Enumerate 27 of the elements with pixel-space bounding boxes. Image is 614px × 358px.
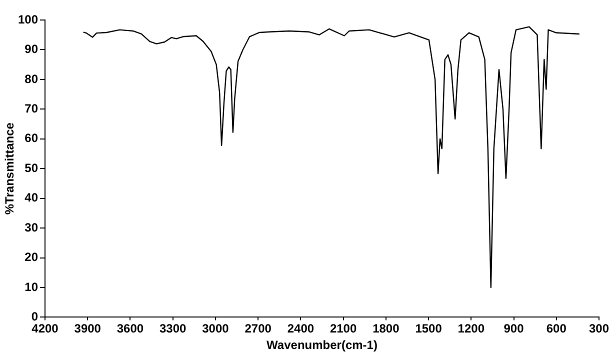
x-tick-label: 300 (588, 322, 610, 336)
x-tick-label: 2100 (330, 322, 357, 336)
x-tick-label: 3900 (74, 322, 102, 336)
y-tick-label: 20 (24, 250, 38, 264)
x-tick-label: 3300 (159, 322, 187, 336)
y-tick-label: 70 (24, 101, 38, 116)
y-tick-label: 90 (24, 42, 38, 56)
y-tick-label: 40 (24, 190, 38, 205)
y-tick-label: 60 (24, 131, 38, 146)
x-tick-label: 4200 (32, 322, 59, 336)
x-tick-label: 2700 (244, 322, 272, 336)
y-tick-label: 30 (24, 220, 38, 234)
y-tick-label: 0 (31, 310, 38, 324)
x-tick-label: 1200 (458, 322, 485, 336)
x-tick-label: 3000 (202, 322, 230, 336)
y-tick-label: 80 (24, 72, 38, 86)
y-tick-label: 100 (18, 12, 38, 26)
y-axis-title: %Transmittance (2, 122, 17, 215)
y-tick-label: 10 (24, 280, 38, 294)
x-tick-label: 2400 (287, 322, 314, 336)
x-tick-label: 1800 (372, 322, 400, 336)
y-tick-label: 50 (24, 160, 38, 175)
x-tick-label: 3600 (116, 322, 144, 336)
x-tick-label: 900 (504, 322, 524, 336)
x-tick-label: 600 (546, 322, 567, 336)
x-tick-label: 1500 (415, 322, 442, 336)
x-axis-title: Wavenumber(cm-1) (266, 338, 378, 352)
